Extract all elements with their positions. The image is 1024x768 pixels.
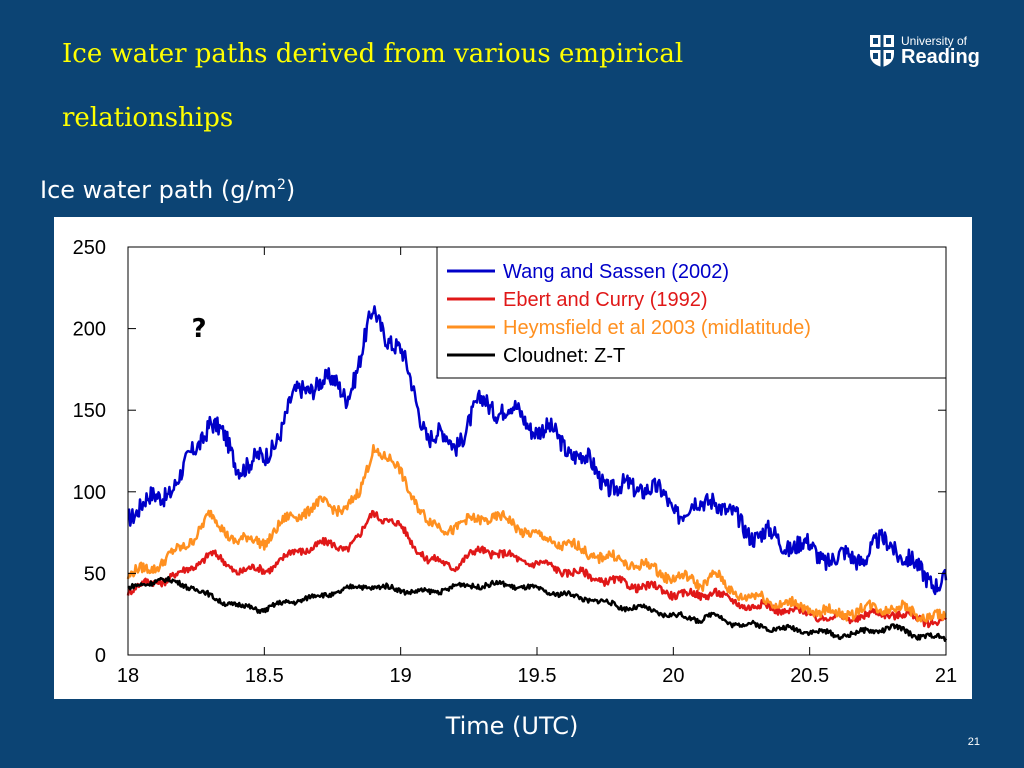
legend-label: Ebert and Curry (1992) <box>503 289 708 311</box>
y-axis-title-superscript: 2 <box>276 177 286 193</box>
x-tick-label: 21 <box>935 665 957 687</box>
chart-panel: 0 50 100 150 200 250 18 18.5 19 19.5 20 20.5 21? Wang… <box>54 217 972 699</box>
y-tick-label: 0 <box>95 645 106 667</box>
x-tick-label: 19 <box>390 665 412 687</box>
legend-label: Cloudnet: Z-T <box>503 345 625 367</box>
x-tick-label: 19.5 <box>518 665 557 687</box>
university-logo: University of Reading <box>869 31 987 71</box>
y-tick-label: 150 <box>73 400 106 422</box>
line-chart: 0 50 100 150 200 250 18 18.5 19 19.5 20 20.5 21? Wang… <box>73 237 958 687</box>
university-shield-icon <box>870 35 894 67</box>
x-tick-label: 20 <box>662 665 684 687</box>
slide-title: Ice water paths derived from various emp… <box>62 39 684 133</box>
y-tick-label: 100 <box>73 482 106 504</box>
x-axis-title: Time (UTC) <box>445 712 579 740</box>
legend-label: Heymsfield et al 2003 (midlatitude) <box>503 317 811 339</box>
x-tick-label: 20.5 <box>790 665 829 687</box>
logo-text-line2: Reading <box>901 46 980 68</box>
series-line-3 <box>127 575 948 642</box>
series-line-1 <box>126 509 948 629</box>
series-line-0 <box>127 305 948 596</box>
x-tick-label: 18.5 <box>245 665 284 687</box>
x-tick-label: 18 <box>117 665 139 687</box>
page-number: 21 <box>967 736 980 748</box>
y-tick-label: 200 <box>73 319 106 341</box>
logo-text-line1: University of <box>901 34 968 48</box>
y-tick-label: 250 <box>73 237 106 259</box>
y-tick-label: 50 <box>84 563 106 585</box>
y-axis-title-main: Ice water path (g/m <box>40 176 277 204</box>
y-axis-title: Ice water path (g/m2) <box>40 176 295 204</box>
legend-label: Wang and Sassen (2002) <box>503 261 729 283</box>
series-line-2 <box>126 444 947 623</box>
y-axis-title-end: ) <box>285 176 296 204</box>
legend-box <box>436 246 947 379</box>
question-mark-annotation: ? <box>191 314 206 344</box>
